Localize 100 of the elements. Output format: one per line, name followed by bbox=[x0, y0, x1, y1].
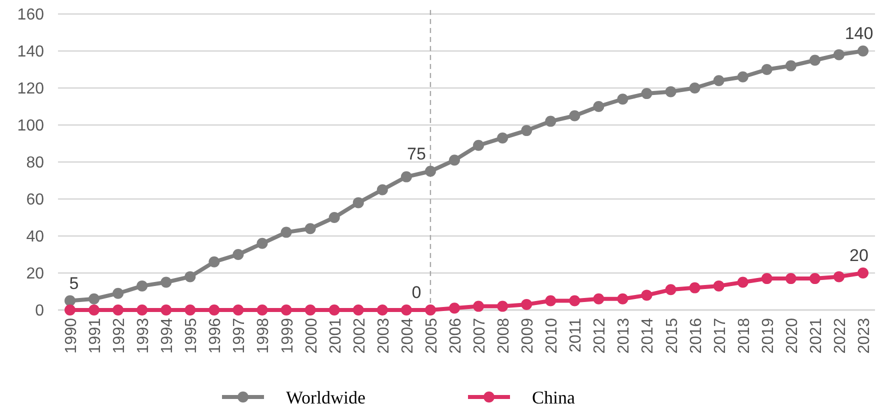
x-tick-label: 2019 bbox=[760, 318, 777, 354]
point bbox=[785, 60, 796, 72]
x-tick-label: 1991 bbox=[87, 318, 104, 354]
x-tick-label: 2005 bbox=[423, 318, 440, 354]
point bbox=[521, 125, 532, 136]
y-tick-label: 80 bbox=[26, 154, 44, 172]
legend-label: Worldwide bbox=[286, 387, 366, 407]
x-tick-label: 2017 bbox=[712, 318, 729, 354]
data-label: 20 bbox=[850, 246, 868, 265]
x-tick-label: 2015 bbox=[664, 318, 681, 354]
x-tick-label: 2011 bbox=[568, 318, 585, 352]
x-tick-label: 1993 bbox=[135, 318, 152, 354]
point bbox=[497, 300, 508, 312]
x-tick-label: 2010 bbox=[544, 318, 561, 354]
legend-label: China bbox=[532, 387, 576, 407]
y-tick-label: 60 bbox=[26, 192, 44, 209]
x-tick-label: 2022 bbox=[832, 318, 849, 354]
x-tick-label: 2001 bbox=[327, 318, 344, 354]
point bbox=[473, 140, 484, 151]
point bbox=[809, 273, 820, 284]
point bbox=[761, 64, 772, 75]
point bbox=[280, 226, 292, 238]
point bbox=[593, 101, 604, 112]
point bbox=[184, 271, 196, 282]
point bbox=[64, 295, 76, 306]
point bbox=[858, 46, 868, 56]
point bbox=[256, 304, 268, 316]
x-tick-label: 2007 bbox=[472, 318, 489, 354]
y-tick-label: 120 bbox=[17, 80, 44, 98]
point bbox=[858, 268, 868, 278]
point bbox=[545, 295, 556, 306]
point bbox=[64, 304, 76, 316]
point bbox=[160, 276, 172, 288]
point bbox=[208, 256, 220, 268]
point bbox=[448, 154, 460, 166]
point bbox=[617, 94, 628, 105]
point bbox=[88, 293, 100, 304]
point bbox=[352, 197, 364, 208]
point bbox=[136, 280, 148, 292]
point bbox=[256, 238, 268, 249]
point bbox=[737, 276, 748, 288]
y-tick-label: 160 bbox=[17, 6, 44, 24]
point bbox=[473, 300, 484, 312]
data-label: 140 bbox=[844, 24, 874, 43]
y-tick-label: 0 bbox=[35, 302, 44, 320]
y-tick-label: 140 bbox=[17, 44, 44, 61]
point bbox=[232, 304, 244, 316]
x-tick-label: 1994 bbox=[159, 318, 176, 354]
point bbox=[136, 304, 148, 316]
point bbox=[328, 212, 340, 223]
point bbox=[328, 304, 340, 316]
point bbox=[713, 280, 724, 292]
x-tick-label: 2006 bbox=[447, 318, 464, 354]
point bbox=[545, 116, 556, 127]
x-tick-label: 2021 bbox=[808, 318, 825, 354]
x-tick-label: 2012 bbox=[592, 318, 609, 354]
x-tick-label: 1995 bbox=[183, 318, 200, 354]
data-label: 0 bbox=[412, 283, 422, 302]
point bbox=[761, 273, 772, 284]
point bbox=[424, 304, 436, 316]
point bbox=[785, 273, 796, 284]
point bbox=[304, 304, 316, 316]
point bbox=[569, 110, 580, 122]
point bbox=[112, 304, 124, 316]
x-tick-label: 1996 bbox=[207, 318, 224, 354]
x-tick-label: 2004 bbox=[399, 318, 416, 354]
point bbox=[833, 271, 844, 282]
y-tick-label: 20 bbox=[26, 266, 44, 283]
point bbox=[833, 49, 844, 60]
x-tick-label: 1992 bbox=[111, 318, 128, 354]
y-tick-label: 100 bbox=[17, 118, 44, 135]
point bbox=[208, 304, 220, 316]
x-tick-label: 2020 bbox=[784, 318, 801, 354]
point bbox=[400, 171, 412, 182]
x-tick-label: 1998 bbox=[255, 318, 272, 354]
point bbox=[617, 293, 628, 304]
point bbox=[641, 88, 652, 100]
point bbox=[641, 290, 652, 301]
x-tick-label: 2009 bbox=[520, 318, 537, 354]
point bbox=[497, 132, 508, 144]
x-tick-label: 1999 bbox=[279, 318, 296, 354]
point bbox=[112, 288, 124, 299]
point bbox=[713, 75, 724, 86]
x-tick-label: 2014 bbox=[640, 318, 657, 354]
x-tick-label: 2016 bbox=[688, 318, 705, 354]
point bbox=[184, 304, 196, 316]
x-tick-label: 1997 bbox=[231, 318, 248, 354]
point bbox=[376, 304, 388, 316]
point bbox=[593, 293, 604, 304]
point bbox=[689, 282, 700, 294]
point bbox=[521, 298, 532, 310]
point bbox=[809, 54, 820, 66]
data-label: 75 bbox=[406, 144, 426, 164]
point bbox=[424, 166, 436, 177]
point bbox=[448, 302, 460, 314]
point bbox=[280, 304, 292, 316]
x-tick-label: 2023 bbox=[856, 318, 873, 354]
x-tick-label: 2018 bbox=[736, 318, 753, 354]
point bbox=[376, 184, 388, 196]
x-tick-label: 2002 bbox=[351, 318, 368, 354]
